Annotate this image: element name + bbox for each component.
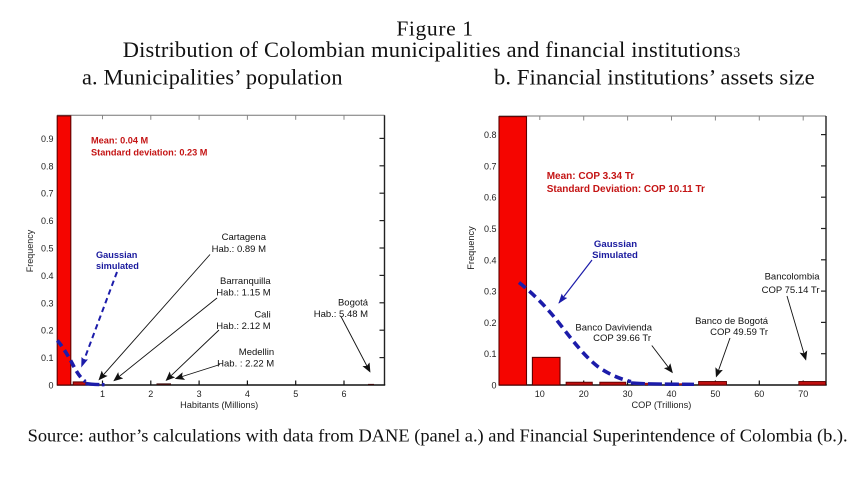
svg-text:Hab.: 2.12 M: Hab.: 2.12 M [216, 321, 270, 332]
svg-text:0.8: 0.8 [41, 161, 54, 171]
svg-text:Hab.: 5.48 M: Hab.: 5.48 M [314, 309, 368, 320]
svg-text:0.2: 0.2 [41, 326, 54, 336]
svg-text:Hab.: 0.89 M: Hab.: 0.89 M [212, 244, 266, 255]
svg-text:a. Municipalities’ population: a. Municipalities’ population [82, 65, 343, 90]
svg-text:6: 6 [341, 389, 346, 399]
svg-text:0.6: 0.6 [484, 193, 497, 203]
svg-text:20: 20 [579, 389, 589, 399]
svg-text:Gaussian: Gaussian [96, 250, 138, 260]
svg-text:Hab.: 1.15 M: Hab.: 1.15 M [216, 288, 270, 299]
svg-text:10: 10 [535, 389, 545, 399]
svg-text:0.5: 0.5 [41, 244, 54, 254]
svg-text:Frequency: Frequency [466, 226, 476, 270]
svg-text:Hab. : 2.22 M: Hab. : 2.22 M [217, 359, 274, 370]
svg-text:3: 3 [197, 389, 202, 399]
svg-text:0.3: 0.3 [41, 298, 54, 308]
svg-text:Cali: Cali [254, 310, 270, 321]
svg-text:0.4: 0.4 [41, 271, 54, 281]
svg-text:0: 0 [48, 381, 53, 391]
svg-text:COP 49.59 Tr: COP 49.59 Tr [710, 327, 768, 338]
svg-text:Medellin: Medellin [239, 347, 274, 358]
svg-text:0.5: 0.5 [484, 224, 497, 234]
svg-text:Bancolombia: Bancolombia [765, 272, 821, 283]
svg-text:simulated: simulated [96, 261, 139, 271]
svg-text:Frequency: Frequency [25, 229, 35, 272]
svg-text:0: 0 [491, 381, 496, 391]
svg-text:Banco Davivienda: Banco Davivienda [575, 323, 652, 334]
svg-text:Barranquilla: Barranquilla [220, 276, 271, 287]
svg-text:Standard Deviation: COP 10.11: Standard Deviation: COP 10.11 Tr [547, 184, 705, 195]
svg-text:COP 39.66 Tr: COP 39.66 Tr [593, 333, 651, 344]
svg-text:4: 4 [245, 389, 250, 399]
svg-text:2: 2 [148, 389, 153, 399]
svg-text:0.1: 0.1 [41, 353, 54, 363]
svg-text:0.4: 0.4 [484, 255, 497, 265]
svg-text:50: 50 [710, 389, 720, 399]
svg-text:5: 5 [293, 389, 298, 399]
svg-text:0.1: 0.1 [484, 349, 497, 359]
svg-text:0.7: 0.7 [484, 161, 497, 171]
svg-text:Figure 1: Figure 1 [396, 17, 473, 41]
svg-text:Gaussian: Gaussian [594, 239, 637, 250]
svg-text:30: 30 [623, 389, 633, 399]
svg-text:b. Financial institutions’ ass: b. Financial institutions’ assets size [494, 65, 815, 90]
svg-text:0.8: 0.8 [484, 130, 497, 140]
svg-text:40: 40 [666, 389, 676, 399]
svg-text:1: 1 [100, 389, 105, 399]
svg-text:0.3: 0.3 [484, 287, 497, 297]
svg-text:Habitants (Millions): Habitants (Millions) [180, 400, 258, 410]
svg-text:Mean: COP 3.34 Tr: Mean: COP 3.34 Tr [547, 171, 635, 182]
svg-text:70: 70 [798, 389, 808, 399]
svg-text:0.7: 0.7 [41, 189, 54, 199]
svg-text:Bogotá: Bogotá [338, 298, 369, 309]
svg-text:Simulated: Simulated [592, 250, 638, 261]
svg-text:COP (Trillions): COP (Trillions) [632, 400, 692, 410]
svg-text:0.9: 0.9 [41, 134, 54, 144]
svg-text:Distribution of Colombian muni: Distribution of Colombian municipalities… [123, 37, 741, 62]
svg-text:Mean: 0.04 M: Mean: 0.04 M [91, 136, 149, 146]
svg-text:COP 75.14 Tr: COP 75.14 Tr [762, 285, 820, 296]
svg-text:0.2: 0.2 [484, 318, 497, 328]
svg-text:60: 60 [754, 389, 764, 399]
svg-text:Standard deviation: 0.23 M: Standard deviation: 0.23 M [91, 148, 208, 158]
svg-text:0.6: 0.6 [41, 216, 54, 226]
svg-text:Cartagena: Cartagena [222, 232, 267, 243]
svg-text:Banco de Bogotá: Banco de Bogotá [695, 316, 769, 327]
svg-text:Source: author’s calculations: Source: author’s calculations with data … [28, 426, 848, 447]
